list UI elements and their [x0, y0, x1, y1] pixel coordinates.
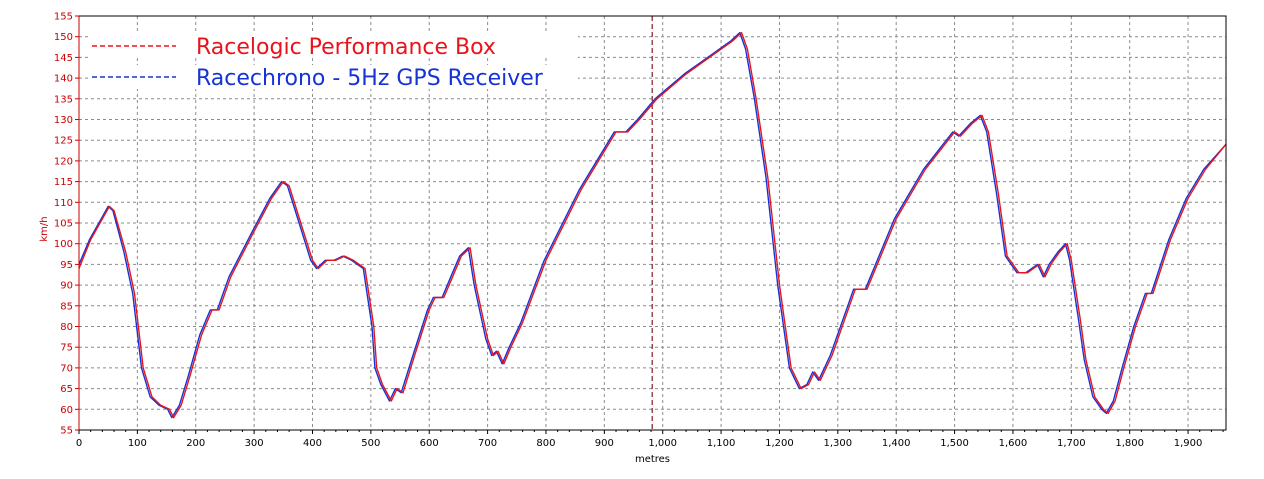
x-tick-label: 200	[186, 438, 205, 449]
y-tick-label: 100	[54, 239, 73, 250]
y-tick-label: 110	[54, 198, 73, 209]
legend: Racelogic Performance Box Racechrono - 5H…	[88, 34, 578, 91]
x-tick-label: 800	[536, 438, 555, 449]
y-tick-label: 135	[54, 94, 73, 105]
y-tick-label: 70	[60, 363, 73, 374]
x-tick-label: 1,600	[999, 438, 1028, 449]
x-tick-label: 500	[361, 438, 380, 449]
series-line-0	[78, 31, 1227, 419]
legend-label: Racelogic Performance Box	[196, 35, 496, 60]
y-tick-label: 85	[60, 301, 73, 312]
legend-label: Racechrono - 5Hz GPS Receiver	[196, 66, 544, 91]
x-tick-label: 1,100	[707, 438, 736, 449]
y-tick-label: 90	[60, 281, 73, 292]
x-tick-label: 1,900	[1174, 438, 1203, 449]
x-axis-label: metres	[635, 454, 670, 465]
x-tick-label: 1,000	[648, 438, 677, 449]
x-tick-label: 1,400	[882, 438, 911, 449]
x-tick-label: 0	[76, 438, 82, 449]
x-tick-label: 1,700	[1057, 438, 1086, 449]
y-tick-label: 145	[54, 53, 73, 64]
y-tick-label: 95	[60, 260, 73, 271]
x-tick-label: 100	[128, 438, 147, 449]
x-tick-label: 400	[303, 438, 322, 449]
y-tick-label: 140	[54, 74, 73, 85]
y-tick-label: 120	[54, 156, 73, 167]
x-tick-label: 600	[420, 438, 439, 449]
y-tick-label: 115	[54, 177, 73, 188]
y-tick-label: 60	[60, 405, 73, 416]
y-axis: 55 60 65 70 75 80 85 90 95 100 105 110 115 120 125 130 1…	[54, 12, 80, 437]
y-tick-label: 155	[54, 12, 73, 23]
x-tick-label: 1,300	[824, 438, 853, 449]
y-tick-label: 75	[60, 343, 73, 354]
y-tick-label: 150	[54, 32, 73, 43]
x-tick-label: 900	[595, 438, 614, 449]
x-axis: 0 100 200 300 400 500 600 700 800 900 1,000 1,100 1,…	[76, 430, 1224, 449]
y-tick-label: 80	[60, 322, 73, 333]
y-tick-label: 105	[54, 219, 73, 230]
x-tick-label: 1,800	[1115, 438, 1144, 449]
legend-bg	[88, 34, 578, 58]
y-tick-label: 65	[60, 384, 73, 395]
legend-bg	[88, 65, 578, 89]
x-tick-label: 300	[245, 438, 264, 449]
series-line-1	[78, 31, 1227, 419]
x-tick-label: 1,500	[940, 438, 969, 449]
x-tick-label: 700	[478, 438, 497, 449]
x-tick-label: 1,200	[765, 438, 794, 449]
y-tick-label: 130	[54, 115, 73, 126]
y-tick-label: 125	[54, 136, 73, 147]
y-tick-label: 55	[60, 426, 73, 437]
y-axis-label: km/h	[39, 216, 50, 241]
series-lines	[78, 31, 1227, 419]
